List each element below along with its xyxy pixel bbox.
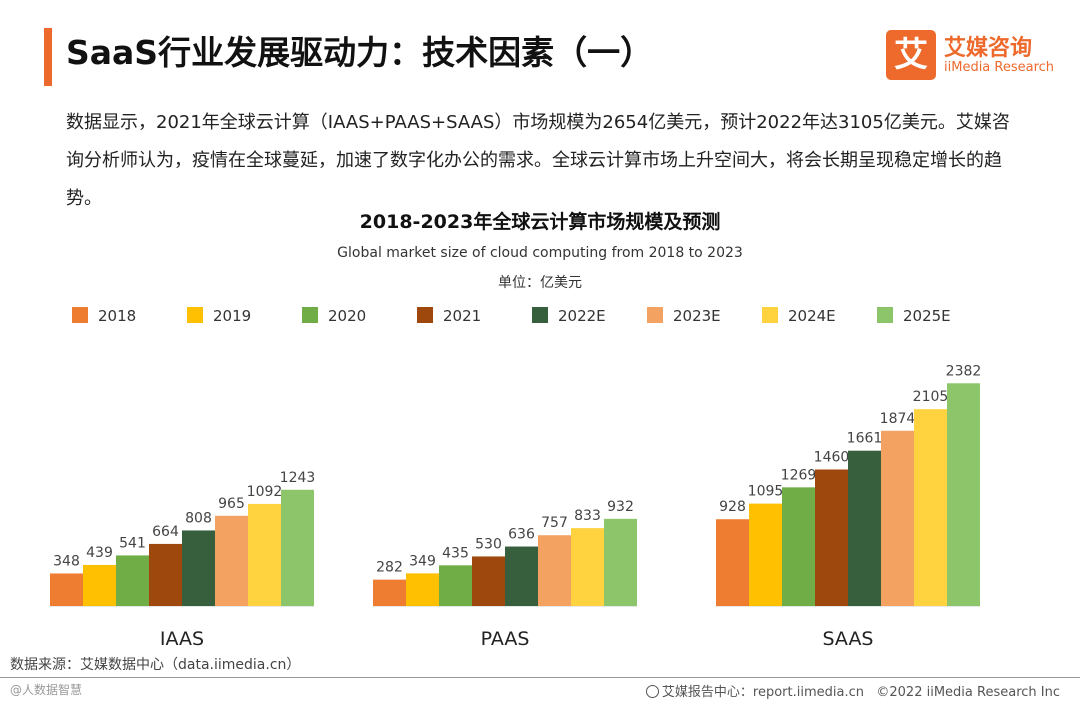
data-label-IAAS-2020: 541 — [119, 535, 146, 551]
legend-label-2019: 2019 — [213, 307, 251, 325]
watermark: @人数据智慧 — [10, 683, 83, 697]
legend-swatch-2018 — [72, 307, 88, 323]
legend-swatch-2023E — [647, 307, 663, 323]
data-label-SAAS-2025E: 2382 — [946, 363, 982, 379]
footer-info: 艾媒报告中心：report.iimedia.cn ©2022 iiMedia R… — [645, 681, 1060, 700]
data-label-PAAS-2024E: 833 — [574, 508, 601, 524]
legend-label-2025E: 2025E — [903, 307, 951, 325]
chart-subtitle: Global market size of cloud computing fr… — [337, 245, 743, 261]
data-label-IAAS-2021: 664 — [152, 524, 179, 540]
category-label-SAAS: SAAS — [823, 628, 874, 650]
bar-SAAS-2021 — [815, 469, 848, 606]
data-label-PAAS-2019: 349 — [409, 553, 436, 569]
title-accent-bar — [44, 28, 52, 86]
legend-label-2021: 2021 — [443, 307, 481, 325]
bar-IAAS-2020 — [116, 555, 149, 606]
brand-logo: 艾 艾媒咨询 iiMedia Research — [886, 30, 1066, 80]
intro-paragraph: 数据显示，2021年全球云计算（IAAS+PAAS+SAAS）市场规模为2654… — [66, 112, 1010, 209]
data-label-IAAS-2025E: 1243 — [280, 470, 316, 486]
bar-SAAS-2024E — [914, 409, 947, 606]
data-label-SAAS-2019: 1095 — [748, 484, 784, 500]
bar-IAAS-2021 — [149, 543, 182, 606]
category-label-IAAS: IAAS — [160, 628, 204, 650]
data-label-PAAS-2021: 530 — [475, 536, 502, 552]
data-label-SAAS-2022E: 1661 — [847, 431, 883, 447]
bar-IAAS-2019 — [83, 564, 116, 606]
data-label-IAAS-2023E: 965 — [218, 496, 245, 512]
bar-SAAS-2019 — [749, 503, 782, 606]
bar-SAAS-2023E — [881, 430, 914, 606]
legend-label-2024E: 2024E — [788, 307, 836, 325]
data-label-SAAS-2024E: 2105 — [913, 389, 949, 405]
legend-swatch-2020 — [302, 307, 318, 323]
bar-SAAS-2022E — [848, 450, 881, 606]
bar-SAAS-2018 — [716, 519, 749, 606]
bar-SAAS-2025E — [947, 383, 980, 606]
bar-PAAS-2025E — [604, 518, 637, 606]
legend-swatch-2022E — [532, 307, 548, 323]
legend-swatch-2021 — [417, 307, 433, 323]
bar-IAAS-2025E — [281, 489, 314, 606]
data-label-PAAS-2025E: 932 — [607, 499, 634, 515]
footer-url[interactable]: report.iimedia.cn — [752, 685, 864, 700]
logo-en-text: iiMedia Research — [944, 60, 1055, 75]
bar-PAAS-2024E — [571, 528, 604, 606]
bar-PAAS-2021 — [472, 556, 505, 606]
data-source: 数据来源：艾媒数据中心（data.iimedia.cn） — [10, 657, 301, 673]
data-label-IAAS-2018: 348 — [53, 553, 80, 569]
chart-title: 2018-2023年全球云计算市场规模及预测 — [359, 211, 721, 233]
data-label-IAAS-2024E: 1092 — [247, 484, 283, 500]
footer-divider — [0, 677, 1080, 678]
data-label-SAAS-2020: 1269 — [781, 467, 817, 483]
bar-IAAS-2018 — [50, 573, 83, 606]
bar-IAAS-2024E — [248, 503, 281, 606]
legend-label-2018: 2018 — [98, 307, 136, 325]
globe-icon — [645, 685, 659, 698]
footer-center-label: 艾媒报告中心： — [661, 685, 753, 700]
bar-IAAS-2023E — [215, 515, 248, 606]
bar-PAAS-2022E — [505, 546, 538, 606]
logo-icon: 艾 — [886, 30, 936, 80]
data-label-IAAS-2022E: 808 — [185, 510, 212, 526]
data-label-PAAS-2018: 282 — [376, 560, 403, 576]
bar-PAAS-2019 — [406, 573, 439, 606]
legend-swatch-2024E — [762, 307, 778, 323]
legend-label-2023E: 2023E — [673, 307, 721, 325]
data-label-SAAS-2021: 1460 — [814, 449, 850, 465]
legend-label-2022E: 2022E — [558, 307, 606, 325]
category-label-PAAS: PAAS — [481, 628, 530, 650]
data-label-PAAS-2020: 435 — [442, 545, 469, 561]
bar-SAAS-2020 — [782, 487, 815, 606]
footer-copyright: ©2022 iiMedia Research Inc — [876, 685, 1060, 700]
data-label-PAAS-2023E: 757 — [541, 515, 568, 531]
data-label-IAAS-2019: 439 — [86, 545, 113, 561]
legend-swatch-2025E — [877, 307, 893, 323]
page-title: SaaS行业发展驱动力：技术因素（一） — [66, 33, 654, 72]
data-label-SAAS-2018: 928 — [719, 499, 746, 515]
data-label-SAAS-2023E: 1874 — [880, 411, 916, 427]
bar-PAAS-2020 — [439, 565, 472, 606]
legend-label-2020: 2020 — [328, 307, 366, 325]
bar-PAAS-2018 — [373, 579, 406, 606]
legend-swatch-2019 — [187, 307, 203, 323]
data-label-PAAS-2022E: 636 — [508, 527, 535, 543]
bar-PAAS-2023E — [538, 535, 571, 606]
bar-IAAS-2022E — [182, 530, 215, 606]
chart-unit: 单位：亿美元 — [498, 275, 582, 291]
logo-cn-text: 艾媒咨询 — [944, 36, 1033, 61]
